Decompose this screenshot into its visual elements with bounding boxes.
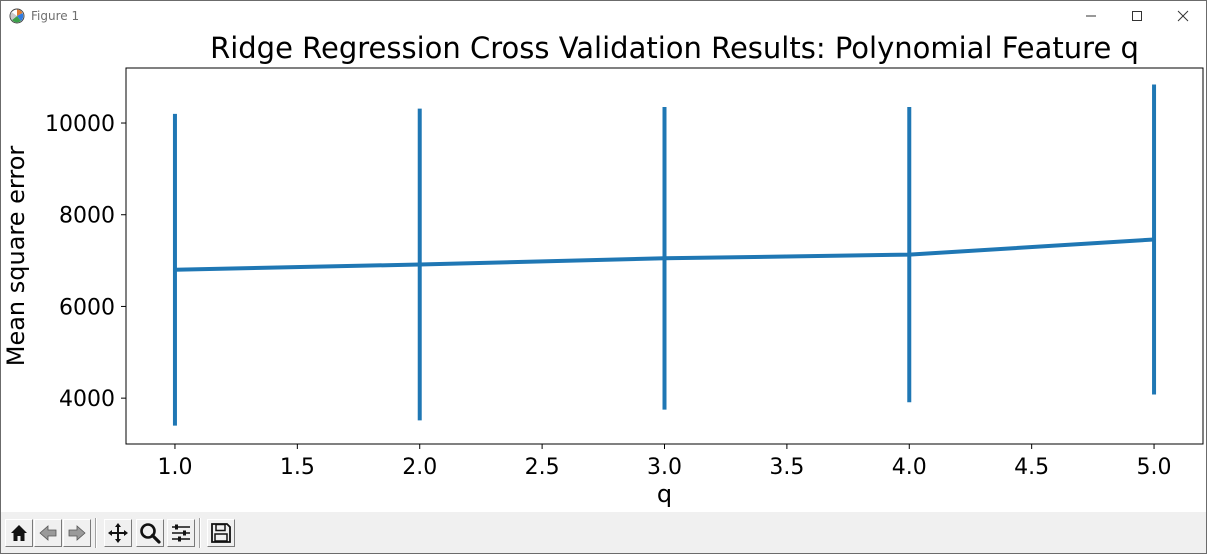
x-tick-label: 4.5 [1014, 455, 1049, 480]
x-tick-label: 1.5 [280, 455, 315, 480]
home-icon [11, 525, 27, 541]
maximize-button[interactable] [1114, 1, 1160, 31]
close-button[interactable] [1160, 1, 1206, 31]
configure-subplots-button[interactable] [167, 519, 195, 547]
toolbar-separator [199, 518, 201, 548]
navigation-toolbar [1, 512, 1206, 553]
maximize-icon [1132, 11, 1142, 21]
save-button[interactable] [207, 519, 235, 547]
figure-canvas[interactable]: Ridge Regression Cross Validation Result… [1, 31, 1206, 512]
minimize-icon [1086, 15, 1096, 17]
x-tick-label: 3.5 [769, 455, 804, 480]
x-tick-label: 3.0 [647, 455, 682, 480]
chart-title: Ridge Regression Cross Validation Result… [210, 31, 1139, 65]
y-tick-label: 4000 [59, 387, 115, 412]
pan-button[interactable] [104, 519, 132, 547]
data-point [1152, 237, 1157, 242]
matplotlib-figure-icon [9, 8, 25, 24]
y-tick-label: 6000 [59, 295, 115, 320]
forward-arrow-icon [68, 525, 86, 541]
pan-icon [108, 523, 128, 543]
home-button[interactable] [5, 519, 33, 547]
window-title: Figure 1 [31, 9, 80, 23]
data-point [172, 267, 177, 272]
back-arrow-icon [39, 525, 57, 541]
chart: Ridge Regression Cross Validation Result… [2, 31, 1204, 508]
data-point [417, 262, 422, 267]
x-tick-label: 4.0 [892, 455, 927, 480]
y-axis-label: Mean square error [2, 146, 30, 367]
x-tick-label: 2.0 [402, 455, 437, 480]
close-icon [1177, 10, 1189, 22]
x-tick-label: 1.0 [157, 455, 192, 480]
data-point [662, 256, 667, 261]
x-axis-label: q [657, 480, 672, 508]
title-bar[interactable]: Figure 1 [1, 1, 1206, 31]
y-tick-label: 8000 [59, 204, 115, 229]
forward-button[interactable] [63, 519, 91, 547]
toolbar-separator [95, 518, 97, 548]
y-tick-label: 10000 [45, 112, 115, 137]
back-button[interactable] [34, 519, 62, 547]
minimize-button[interactable] [1068, 1, 1114, 31]
data-point [907, 252, 912, 257]
x-tick-label: 5.0 [1137, 455, 1172, 480]
x-tick-label: 2.5 [525, 455, 560, 480]
zoom-button[interactable] [136, 519, 164, 547]
configure-subplots-icon [172, 524, 190, 542]
zoom-icon [140, 523, 161, 544]
save-icon [211, 523, 231, 543]
